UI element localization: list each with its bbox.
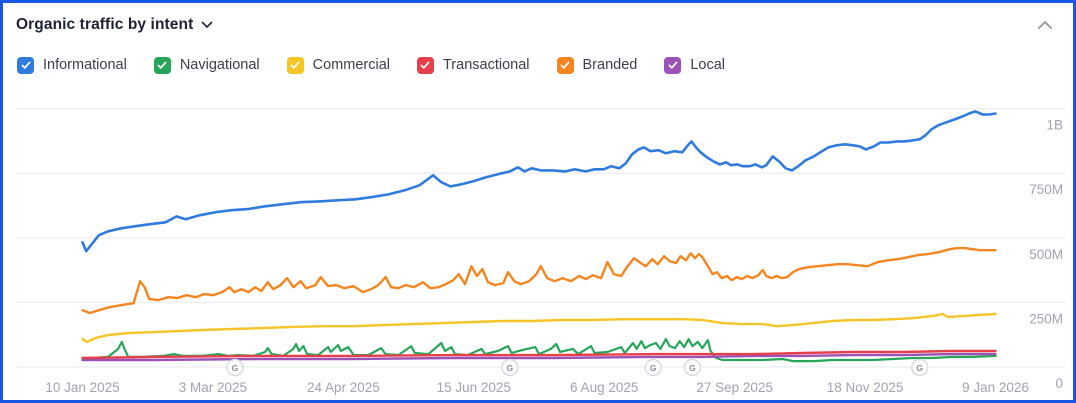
check-icon [290,61,300,69]
google-update-badge[interactable]: G [226,358,244,377]
x-axis-label: 9 Jan 2026 [962,380,1029,395]
checkbox-navigational[interactable] [153,56,171,74]
widget-title-dropdown[interactable]: Organic traffic by intent [16,16,213,34]
checkbox-branded[interactable] [556,56,574,74]
google-update-circle[interactable] [501,358,519,377]
y-axis-label: 750M [1029,182,1063,197]
google-update-badge[interactable]: G [644,358,662,377]
series-line-local[interactable] [81,352,997,362]
google-update-letter: G [916,363,923,373]
check-icon [560,61,570,69]
check-icon [668,61,678,69]
x-axis-label: 18 Nov 2025 [827,380,904,395]
x-axis-label: 6 Aug 2025 [570,380,638,395]
y-axis-label: 0 [1055,376,1063,391]
legend-item-branded[interactable]: Branded [556,56,638,74]
legend-item-transactional[interactable]: Transactional [416,56,530,74]
legend-label: Local [690,57,725,73]
check-icon [157,61,167,69]
x-axis-label: 10 Jan 2025 [45,380,119,395]
chevron-up-icon [1038,21,1052,29]
checkbox-informational[interactable] [17,56,34,74]
check-icon [21,61,30,69]
google-update-circle[interactable] [226,358,244,377]
series-line-navigational[interactable] [81,338,997,363]
google-update-circle[interactable] [644,358,662,377]
x-axis-label: 27 Sep 2025 [696,380,773,395]
y-axis-label: 250M [1029,311,1063,326]
google-update-circle[interactable] [911,358,929,377]
series-line-branded[interactable] [81,246,997,315]
google-update-badge[interactable]: G [911,358,929,377]
widget-header: Organic traffic by intent [3,3,1073,47]
google-update-letter: G [650,363,657,373]
checkbox-transactional[interactable] [416,56,434,74]
legend-label: Transactional [442,57,530,73]
chart-legend: Informational Navigational Commercial Trans… [17,53,1059,77]
google-update-circle[interactable] [683,358,702,377]
x-axis-label: 3 Mar 2025 [179,380,247,395]
google-update-letter: G [689,363,696,373]
legend-label: Informational [43,57,127,73]
check-icon [421,61,430,69]
widget-title: Organic traffic by intent [16,16,194,33]
google-update-badge[interactable]: G [683,358,702,377]
x-axis-label: 24 Apr 2025 [307,380,380,395]
traffic-by-intent-line-chart[interactable]: 1B 750M 500M 250M 0 10 Jan 2025 3 Mar 2025 24 A… [3,3,1076,403]
legend-label: Navigational [179,57,260,73]
legend-label: Commercial [312,57,390,73]
legend-item-navigational[interactable]: Navigational [153,56,260,74]
google-update-badge[interactable]: G [501,358,519,377]
legend-item-local[interactable]: Local [664,56,725,74]
series-line-transactional[interactable] [81,349,997,360]
google-update-letter: G [232,363,239,373]
checkbox-local[interactable] [664,56,682,74]
checkbox-commercial[interactable] [286,56,304,74]
y-axis-label: 500M [1029,247,1063,262]
x-axis-label: 15 Jun 2025 [437,380,511,395]
chevron-down-icon [201,21,213,28]
legend-label: Branded [582,57,638,73]
series-line-commercial[interactable] [81,312,997,344]
series-line-informational[interactable] [81,110,997,253]
y-axis-label: 1B [1046,118,1063,133]
google-update-letter: G [506,363,513,373]
collapse-button[interactable] [1035,18,1055,32]
legend-item-commercial[interactable]: Commercial [286,56,390,74]
legend-item-informational[interactable]: Informational [17,56,127,74]
